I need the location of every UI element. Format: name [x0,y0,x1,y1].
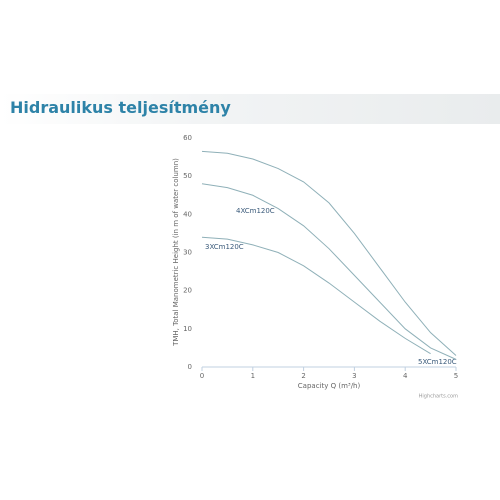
series-line [201,150,457,356]
header-band [0,94,500,124]
series-line [201,236,431,355]
y-tick-label: 0 [188,363,192,371]
y-tick-label: 50 [183,172,192,180]
y-tick-label: 30 [183,249,192,257]
series-line [201,183,457,360]
x-tick-label: 2 [301,372,305,380]
x-tick-label: 5 [454,372,458,380]
series-label: 4XCm120C [236,207,275,215]
x-tick-label: 3 [352,372,356,380]
y-tick-label: 40 [183,210,192,218]
y-tick-label: 10 [183,325,192,333]
header-title: Hidraulikus teljesítmény [10,98,231,117]
series-label: 3XCm120C [205,243,244,251]
credits: Highcharts.com [419,394,458,400]
x-tick-label: 4 [403,372,408,380]
x-tick-label: 0 [200,372,204,380]
y-axis-title: TMH, Total Manometric Height (in m of wa… [172,158,180,347]
x-axis-title: Capacity Q (m³/h) [298,382,361,390]
y-tick-label: 20 [183,287,192,295]
series-label: 5XCm120C [418,358,457,366]
x-tick-label: 1 [251,372,255,380]
y-tick-label: 60 [183,134,192,142]
